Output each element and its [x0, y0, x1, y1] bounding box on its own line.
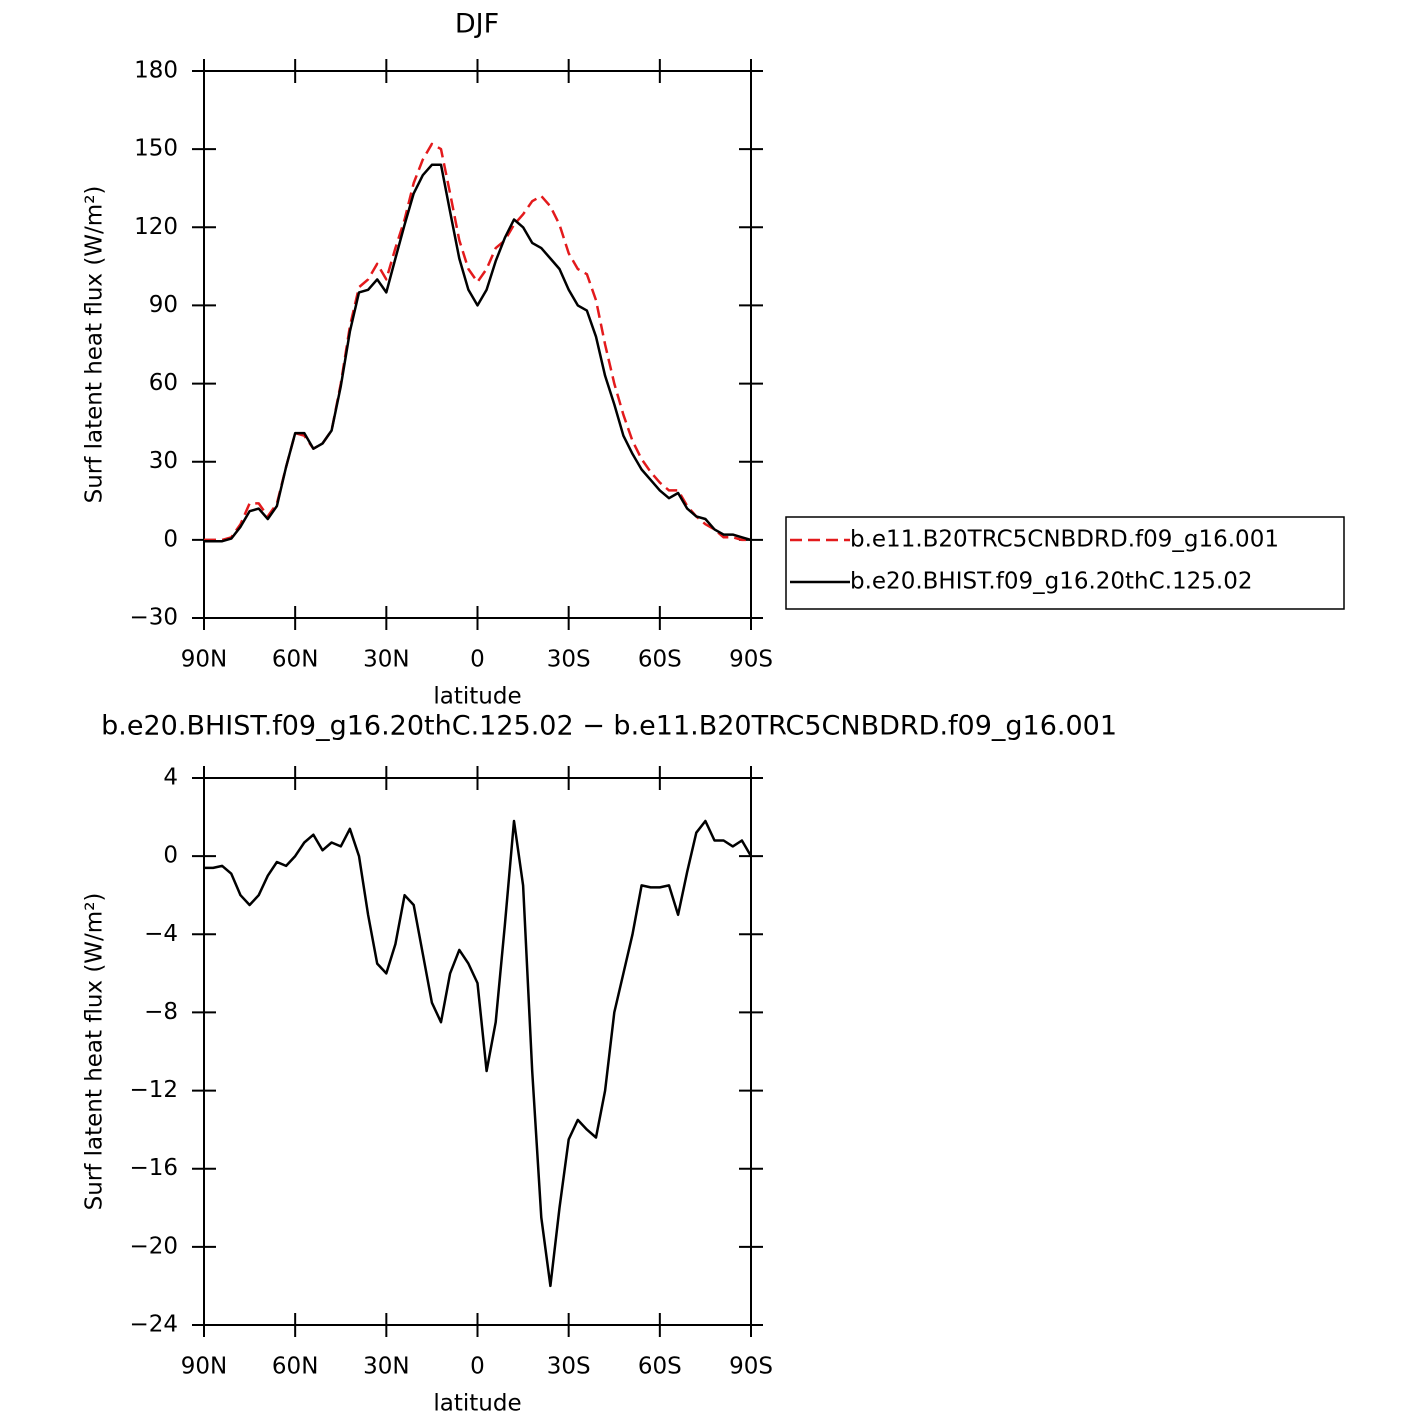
chart-title: DJF	[455, 9, 499, 40]
x-tick-label: 90N	[181, 647, 227, 673]
y-tick-label: 120	[134, 214, 178, 240]
x-tick-label: 90S	[729, 1354, 773, 1380]
x-axis-label: latitude	[433, 684, 521, 710]
y-tick-label: −12	[129, 1077, 178, 1103]
y-tick-label: −4	[144, 921, 178, 947]
legend-label: b.e11.B20TRC5CNBDRD.f09_g16.001	[850, 527, 1279, 553]
x-tick-label: 0	[470, 647, 485, 673]
x-tick-label: 60S	[638, 1354, 682, 1380]
y-tick-label: −24	[129, 1312, 178, 1338]
y-tick-label: −20	[129, 1233, 178, 1259]
plot-frame	[203, 777, 752, 1326]
y-tick-label: −16	[129, 1155, 178, 1181]
y-tick-label: −30	[129, 605, 178, 631]
plot-frame	[203, 70, 752, 619]
x-tick-label: 60N	[272, 647, 318, 673]
data-line	[204, 819, 753, 1288]
legend-box	[785, 516, 1345, 610]
x-axis-label: latitude	[433, 1391, 521, 1417]
x-tick-label: 30N	[363, 1354, 409, 1380]
x-tick-label: 30S	[547, 1354, 591, 1380]
chart-title: b.e20.BHIST.f09_g16.20thC.125.02 − b.e11…	[101, 711, 1117, 742]
y-tick-label: 180	[134, 58, 178, 84]
y-tick-label: 0	[163, 843, 178, 869]
y-tick-label: 4	[163, 765, 178, 791]
x-tick-label: 30S	[547, 647, 591, 673]
data-line	[204, 142, 751, 542]
x-tick-label: 90N	[181, 1354, 227, 1380]
x-tick-label: 0	[470, 1354, 485, 1380]
y-axis-label: Surf latent heat flux (W/m²)	[82, 893, 108, 1211]
y-tick-label: 30	[149, 448, 178, 474]
x-tick-label: 60S	[638, 647, 682, 673]
x-tick-label: 90S	[729, 647, 773, 673]
legend-label: b.e20.BHIST.f09_g16.20thC.125.02	[850, 569, 1252, 595]
data-line	[204, 163, 752, 543]
x-tick-label: 30N	[363, 647, 409, 673]
x-tick-label: 60N	[272, 1354, 318, 1380]
y-tick-label: 0	[163, 526, 178, 552]
y-tick-label: 60	[149, 370, 178, 396]
y-tick-label: 90	[149, 292, 178, 318]
y-axis-label: Surf latent heat flux (W/m²)	[82, 186, 108, 504]
y-tick-label: −8	[144, 999, 178, 1025]
y-tick-label: 150	[134, 136, 178, 162]
